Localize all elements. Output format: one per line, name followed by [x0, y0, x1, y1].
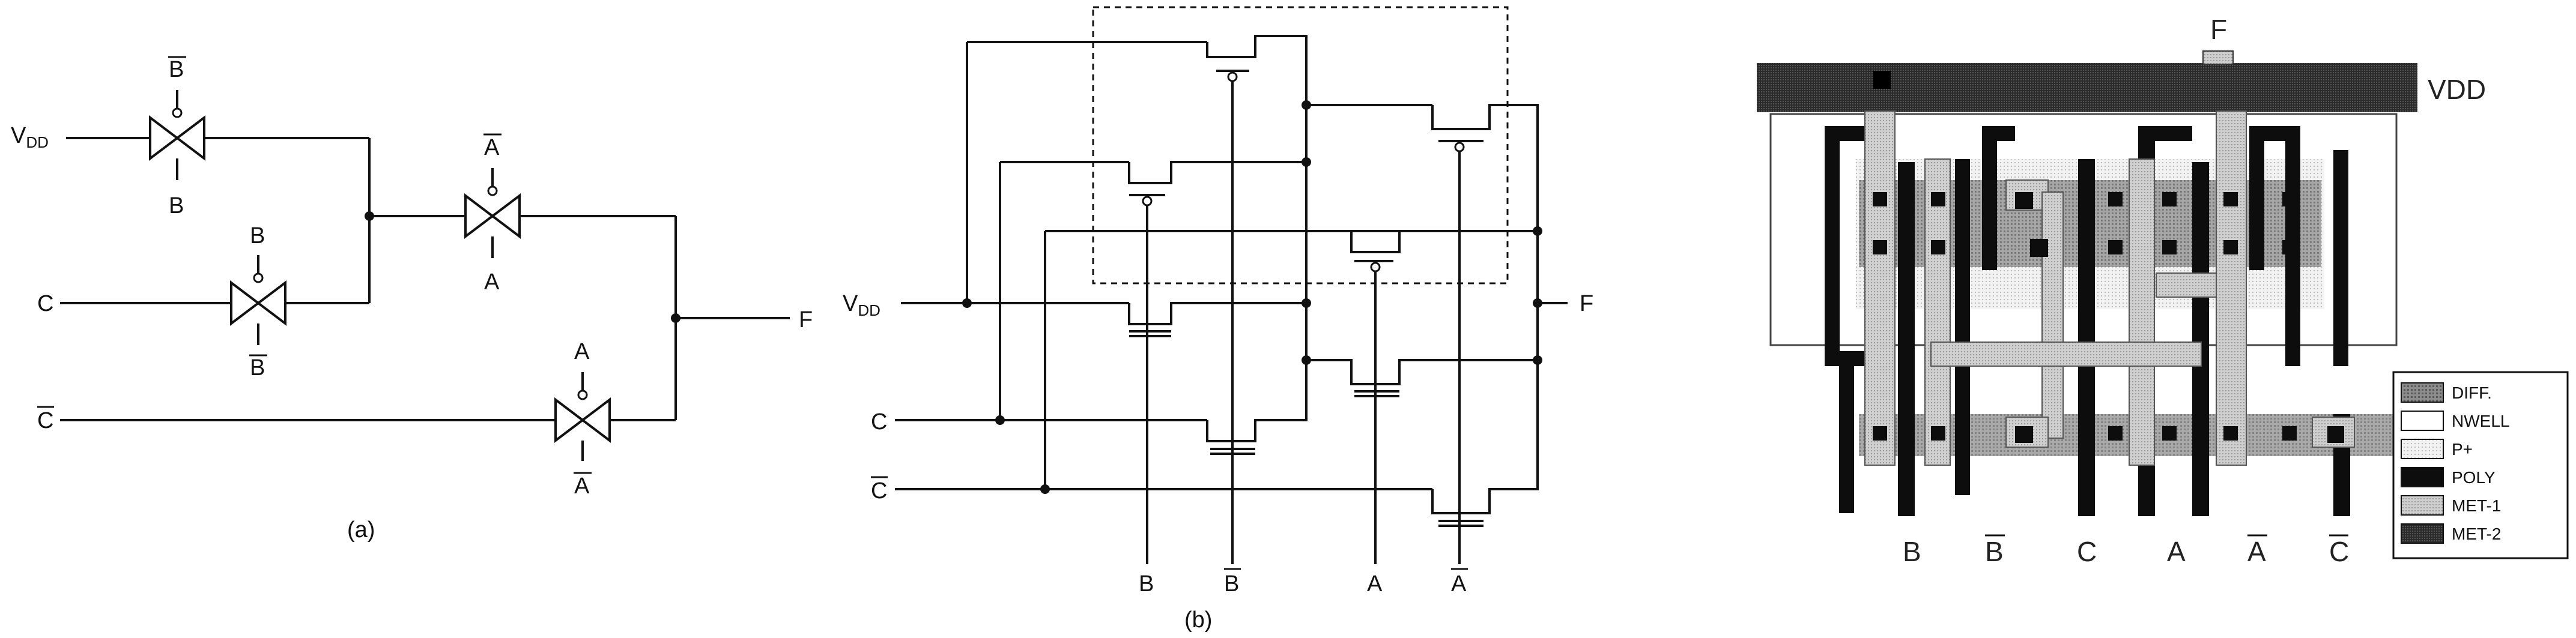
input-a-label-b: A: [1367, 571, 1383, 597]
pmos-network-box: [1092, 6, 1509, 284]
vdd-label-b: VDD: [843, 291, 880, 319]
wires-b: [895, 35, 1568, 564]
transmission-gate-4: A A: [554, 339, 611, 499]
layout-label-a-bar: A: [2247, 536, 2266, 567]
svg-text:A: A: [484, 135, 500, 160]
vdd-label: VDD: [11, 123, 49, 151]
wires-a: [60, 137, 790, 421]
svg-text:A: A: [574, 339, 590, 364]
svg-text:MET-1: MET-1: [2452, 496, 2501, 515]
input-a-bar-label-b: A: [1451, 571, 1467, 597]
svg-text:NWELL: NWELL: [2452, 412, 2509, 430]
layer-legend: DIFF. NWELL P+ POLY MET-1 MET-2: [2392, 371, 2569, 559]
input-c-label: C: [37, 291, 53, 316]
junction-dot: [365, 211, 374, 221]
layout-label-c-bar: C: [2329, 536, 2349, 567]
output-f-label-b: F: [1580, 291, 1593, 316]
figure-c-layout: F VDD: [1757, 14, 2569, 567]
transmission-gate-2: B B: [230, 223, 286, 381]
legend-item-diff: DIFF.: [2401, 382, 2492, 403]
legend-item-poly: POLY: [2401, 467, 2496, 487]
svg-text:MET-2: MET-2: [2452, 525, 2501, 543]
legend-item-nwell: NWELL: [2401, 411, 2509, 431]
svg-text:A: A: [484, 269, 500, 295]
output-f-label: F: [799, 307, 813, 333]
svg-text:POLY: POLY: [2452, 468, 2496, 487]
junction-dot: [671, 313, 680, 323]
caption-a: (a): [347, 517, 375, 543]
output-f-pin-label: F: [2210, 14, 2227, 45]
input-c-bar-label-b: C: [871, 478, 887, 504]
input-c-label-b: C: [871, 409, 887, 435]
metal1-layer: [1864, 110, 2355, 466]
transmission-gate-1: B B: [149, 56, 205, 218]
layout-label-a: A: [2167, 536, 2186, 567]
layout-label-b-bar: B: [1985, 536, 2004, 567]
figure-a: VDD B B: [11, 56, 813, 543]
transmission-gate-3: A A: [464, 133, 521, 295]
vdd-rail: [1757, 63, 2417, 112]
svg-text:B: B: [250, 355, 265, 381]
svg-text:A: A: [574, 474, 590, 499]
figure-b: VDD: [843, 6, 1593, 633]
input-c-bar-label: C: [37, 408, 53, 433]
vdd-rail-label: VDD: [2428, 74, 2486, 105]
svg-text:B: B: [169, 57, 184, 82]
input-b-label-b: B: [1139, 571, 1154, 597]
svg-text:B: B: [169, 193, 184, 218]
layout-input-labels: B B C A A C: [1903, 534, 2349, 567]
contacts: [1873, 71, 2344, 443]
junction-dots-b: [962, 100, 1542, 494]
input-b-bar-label-b: B: [1224, 571, 1239, 597]
svg-text:DIFF.: DIFF.: [2452, 384, 2492, 402]
layout-label-b: B: [1903, 536, 1921, 567]
svg-text:B: B: [250, 223, 265, 248]
legend-item-met1: MET-1: [2401, 495, 2501, 516]
legend-item-pplus: P+: [2401, 439, 2473, 459]
caption-b: (b): [1184, 607, 1212, 633]
svg-text:P+: P+: [2452, 440, 2473, 459]
layout-label-c: C: [2077, 536, 2097, 567]
legend-item-met2: MET-2: [2401, 523, 2501, 544]
